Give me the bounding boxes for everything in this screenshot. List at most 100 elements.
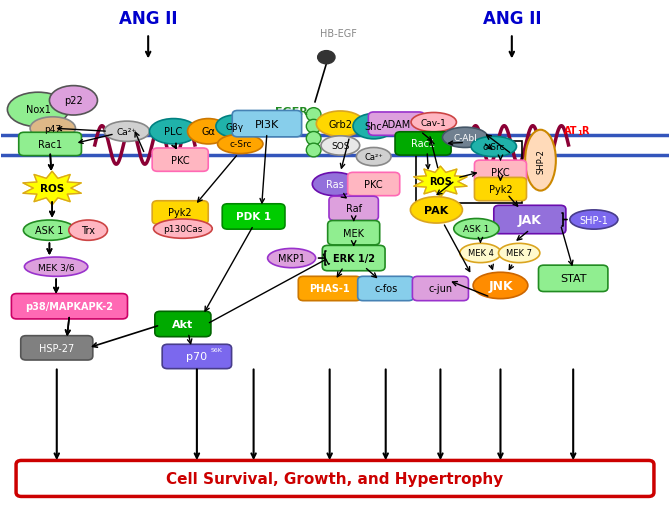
Text: Akt: Akt (172, 319, 194, 329)
Text: HB-EGF: HB-EGF (320, 30, 356, 39)
Ellipse shape (471, 137, 517, 157)
Text: ROS: ROS (429, 177, 452, 187)
Ellipse shape (411, 114, 456, 132)
Text: ANG II: ANG II (482, 10, 541, 28)
Ellipse shape (525, 130, 556, 191)
FancyBboxPatch shape (19, 133, 82, 156)
Text: Pyk2: Pyk2 (488, 185, 513, 195)
Ellipse shape (570, 210, 618, 230)
FancyBboxPatch shape (162, 345, 232, 369)
Text: Shc: Shc (365, 122, 383, 132)
Text: Cav-1: Cav-1 (421, 119, 447, 127)
Text: Trx: Trx (81, 225, 95, 236)
Text: ROS: ROS (40, 184, 64, 194)
Text: ANG II: ANG II (119, 10, 178, 28)
Ellipse shape (353, 115, 395, 139)
Text: MEK 4: MEK 4 (468, 249, 493, 258)
FancyBboxPatch shape (232, 111, 302, 137)
FancyBboxPatch shape (348, 173, 400, 196)
Text: Ras: Ras (326, 180, 344, 190)
Text: PHAS-1: PHAS-1 (310, 284, 350, 294)
Text: Ca²⁺: Ca²⁺ (117, 127, 137, 136)
Text: STAT: STAT (560, 274, 586, 284)
Text: c-fos: c-fos (374, 284, 397, 294)
Text: EGFR: EGFR (275, 107, 308, 117)
Text: ERK 1/2: ERK 1/2 (333, 253, 375, 264)
Text: PI3K: PI3K (255, 120, 279, 129)
Ellipse shape (153, 219, 212, 239)
Text: 1: 1 (577, 130, 582, 136)
FancyBboxPatch shape (494, 206, 566, 234)
FancyBboxPatch shape (413, 277, 468, 301)
FancyBboxPatch shape (474, 178, 527, 202)
Ellipse shape (498, 244, 540, 263)
Text: JNK: JNK (488, 279, 513, 292)
Text: Gβγ: Gβγ (226, 123, 244, 131)
Text: MEK 7: MEK 7 (506, 249, 532, 258)
Text: Pyk2: Pyk2 (168, 208, 192, 218)
Text: Nox1: Nox1 (25, 105, 50, 115)
Ellipse shape (218, 135, 263, 154)
Text: MKP1: MKP1 (278, 253, 305, 264)
Ellipse shape (7, 93, 69, 127)
Text: R: R (581, 126, 589, 136)
Text: Cell Survival, Growth, and Hypertrophy: Cell Survival, Growth, and Hypertrophy (166, 471, 504, 486)
Ellipse shape (306, 120, 321, 134)
Ellipse shape (188, 119, 229, 145)
Ellipse shape (356, 148, 391, 166)
Text: PKC: PKC (491, 167, 510, 178)
Text: SHP-2: SHP-2 (536, 149, 545, 173)
Text: p38/MAPKAPK-2: p38/MAPKAPK-2 (25, 302, 113, 312)
Text: MEK: MEK (343, 228, 364, 238)
Ellipse shape (316, 112, 364, 137)
Polygon shape (414, 167, 467, 197)
Ellipse shape (30, 118, 76, 140)
Ellipse shape (23, 220, 76, 241)
Text: p22: p22 (64, 96, 83, 106)
Ellipse shape (149, 119, 198, 145)
Ellipse shape (411, 197, 462, 223)
Ellipse shape (69, 220, 107, 241)
Ellipse shape (306, 132, 321, 146)
Text: Ca²⁺: Ca²⁺ (364, 153, 383, 162)
FancyBboxPatch shape (155, 312, 211, 337)
Text: SHP-1: SHP-1 (580, 215, 608, 225)
Text: Grb2: Grb2 (328, 120, 352, 129)
Ellipse shape (442, 128, 488, 148)
Ellipse shape (321, 136, 360, 156)
FancyBboxPatch shape (298, 277, 361, 301)
Ellipse shape (473, 273, 528, 299)
Ellipse shape (267, 249, 316, 268)
Text: ADAM: ADAM (382, 120, 411, 129)
Circle shape (318, 51, 335, 65)
Text: PLC: PLC (164, 127, 183, 137)
FancyBboxPatch shape (152, 202, 208, 224)
Text: Raf: Raf (346, 204, 362, 214)
FancyBboxPatch shape (322, 246, 385, 271)
Text: HSP-27: HSP-27 (39, 343, 74, 353)
Ellipse shape (24, 258, 88, 277)
Text: PAK: PAK (424, 206, 448, 215)
Text: 1: 1 (204, 130, 209, 136)
Text: Gα: Gα (201, 127, 215, 137)
Text: p70: p70 (186, 352, 208, 362)
Text: c-jun: c-jun (428, 284, 452, 294)
Text: ASK 1: ASK 1 (463, 224, 490, 234)
Text: AT: AT (564, 126, 578, 136)
Ellipse shape (454, 219, 499, 239)
Ellipse shape (306, 144, 321, 158)
Text: AT: AT (191, 126, 204, 136)
Ellipse shape (50, 87, 97, 116)
Ellipse shape (460, 244, 501, 263)
Bar (416, 142, 522, 204)
Text: c-Src: c-Src (482, 143, 505, 152)
Text: R: R (208, 126, 216, 136)
FancyBboxPatch shape (328, 221, 380, 245)
Text: PDK 1: PDK 1 (236, 212, 271, 222)
Text: SOS: SOS (331, 142, 350, 151)
Text: p47: p47 (44, 125, 62, 133)
FancyBboxPatch shape (395, 132, 451, 156)
Text: S6K: S6K (211, 348, 222, 353)
Text: PKC: PKC (364, 180, 383, 190)
FancyBboxPatch shape (329, 197, 379, 221)
